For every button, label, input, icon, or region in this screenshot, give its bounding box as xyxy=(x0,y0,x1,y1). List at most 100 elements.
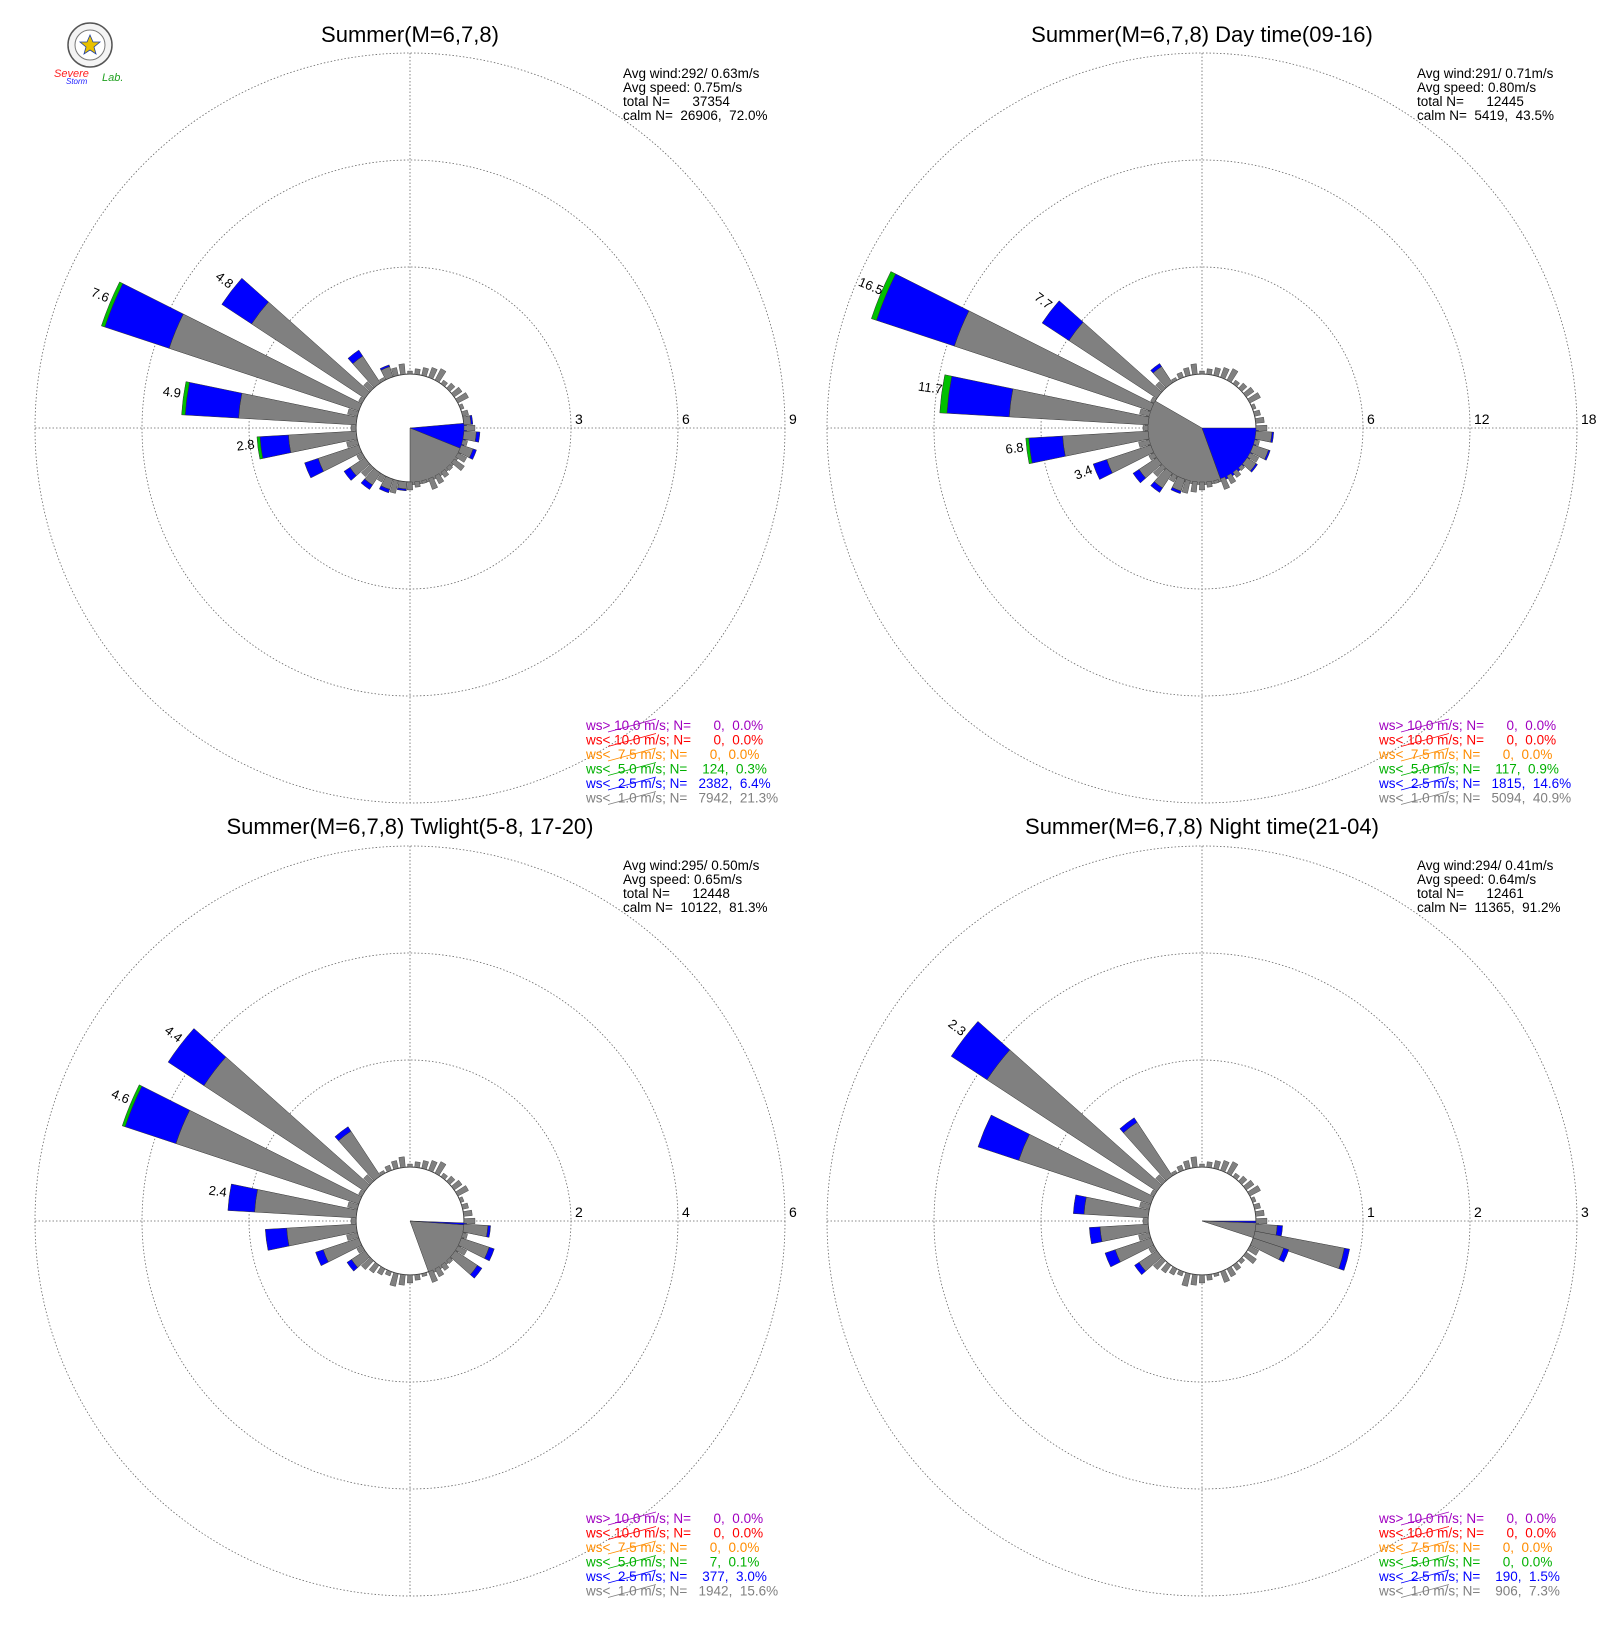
sector-bar-minor xyxy=(446,1257,454,1265)
legend-strike xyxy=(607,1526,657,1540)
sector-value-label: 4.6 xyxy=(109,1086,131,1107)
sector-bar-minor xyxy=(1190,1273,1198,1286)
legend-entry: ws> 10.0 m/s; N= 0, 0.0% xyxy=(1378,718,1556,733)
sector-bar-blue xyxy=(396,487,407,492)
sector-value-label: 7.6 xyxy=(89,284,111,305)
sector-bar-minor xyxy=(1153,1257,1166,1270)
legend-strike xyxy=(607,1511,657,1526)
legend-strike xyxy=(607,1540,657,1555)
sector-bar-minor xyxy=(1176,1164,1184,1173)
legend-entry: ws< 5.0 m/s; N= 117, 0.9% xyxy=(1378,762,1559,777)
sector-bar-blue xyxy=(347,349,364,365)
sector-bar-minor xyxy=(455,392,469,404)
sector-bar-minor xyxy=(384,1164,392,1173)
sector-bar-minor xyxy=(389,1272,399,1287)
sector-bar-blue xyxy=(484,1246,495,1262)
ring-label: 4 xyxy=(682,1204,690,1220)
sector-bar-gray xyxy=(457,1237,490,1259)
sector-bar-blue xyxy=(1132,469,1147,484)
legend-entry: ws< 10.0 m/s; N= 0, 0.0% xyxy=(585,1526,763,1541)
legend-entry: ws< 5.0 m/s; N= 7, 0.1% xyxy=(585,1555,759,1570)
sector-bar-minor xyxy=(398,363,406,376)
grid-ring xyxy=(141,159,679,697)
sector-bar-blue xyxy=(474,431,481,443)
stat-line: total N= 12448 xyxy=(623,886,730,901)
sector-bar-minor xyxy=(451,1179,463,1191)
sector-value-label: 4.9 xyxy=(162,383,182,400)
windrose-panel-night: Summer(M=6,7,8) Night time(21-04) 1 2 3 2.3 A… xyxy=(826,814,1589,1599)
legend-strike xyxy=(607,791,657,805)
sector-bar-minor xyxy=(1243,1179,1255,1191)
sector-bar-green xyxy=(181,381,190,416)
sector-bar-minor xyxy=(1220,476,1230,490)
sector-bar-green xyxy=(939,374,953,414)
sector-bar-minor xyxy=(1199,1274,1205,1284)
sector-bar-minor xyxy=(451,458,465,472)
ring-label: 6 xyxy=(789,1204,797,1220)
sector-bar-minor xyxy=(1220,1160,1230,1173)
sector-bar-minor xyxy=(398,1273,406,1286)
sector-bar-minor xyxy=(461,1202,469,1210)
sector-bar-blue xyxy=(977,1114,1030,1161)
legend-strike xyxy=(1400,791,1450,805)
sector-bar-minor xyxy=(1160,1262,1172,1274)
sector-bar-minor xyxy=(1226,1161,1239,1176)
sector-bar-minor xyxy=(1254,416,1265,424)
legend-entry: ws< 7.5 m/s; N= 0, 0.0% xyxy=(585,747,759,762)
sector-bar-minor xyxy=(1220,367,1230,380)
sector-bar-minor xyxy=(1232,379,1240,387)
ring-label: 3 xyxy=(575,411,583,427)
sector-bar-blue xyxy=(1104,1249,1121,1268)
stat-line: Avg wind:291/ 0.71m/s xyxy=(1417,66,1554,81)
sector-bar-minor xyxy=(1199,481,1205,491)
sector-bar-minor xyxy=(1247,1245,1260,1256)
sector-bar-minor xyxy=(434,473,445,485)
sector-bar-minor xyxy=(428,476,438,490)
legend-strike xyxy=(1400,1569,1450,1584)
sector-bar-minor xyxy=(1139,1201,1151,1210)
sector-bar-minor xyxy=(350,1218,357,1224)
sector-bar-minor xyxy=(1190,363,1198,376)
sector-bar-minor xyxy=(451,386,463,398)
sector-bar-minor xyxy=(446,1175,456,1185)
sector-bar-minor xyxy=(461,1232,468,1239)
sector-bar-minor xyxy=(1171,1170,1178,1176)
legend-strike xyxy=(607,733,657,747)
sector-bar-minor xyxy=(1206,1273,1213,1281)
sector-bar-minor xyxy=(361,464,374,477)
chart-title: Summer(M=6,7,8) Twlight(5-8, 17-20) xyxy=(226,814,593,839)
legend-entry: ws< 5.0 m/s; N= 0, 0.0% xyxy=(1378,1555,1552,1570)
sector-bar-blue xyxy=(1150,363,1162,374)
sector-bar-minor xyxy=(1243,1251,1257,1265)
sector-bar-blue xyxy=(1264,449,1271,461)
sector-bar-blue xyxy=(378,485,391,494)
stat-line: Avg speed: 0.80m/s xyxy=(1417,80,1536,95)
logo-text-lab: Lab. xyxy=(102,72,123,84)
sector-bar-minor xyxy=(356,1245,365,1254)
sector-bar-minor xyxy=(414,1273,421,1281)
sector-bar-blue xyxy=(1092,459,1113,480)
legend-strike xyxy=(607,776,657,791)
logo-star-icon xyxy=(78,33,102,55)
sector-bar-minor xyxy=(463,1217,476,1225)
sector-bar-minor xyxy=(363,1174,374,1185)
sector-bar-minor xyxy=(461,409,469,417)
sector-bar-minor xyxy=(446,464,454,472)
sector-bar-minor xyxy=(1238,382,1248,392)
sector-bar-minor xyxy=(1238,1175,1248,1185)
sector-bar-minor xyxy=(1213,1272,1220,1277)
legend-entry: ws< 1.0 m/s; N= 1942, 15.6% xyxy=(585,1584,778,1599)
stat-line: Avg speed: 0.65m/s xyxy=(623,872,742,887)
sector-bar-minor xyxy=(446,382,456,392)
sector-bar-minor xyxy=(1199,1163,1205,1168)
legend-entry: ws< 1.0 m/s; N= 5094, 40.9% xyxy=(1378,791,1571,806)
sector-bar-gray xyxy=(397,480,408,490)
legend-strike xyxy=(1400,776,1450,791)
sector-bar-minor xyxy=(1148,452,1157,461)
chart-title: Summer(M=6,7,8) Day time(09-16) xyxy=(1031,22,1373,47)
sector-bar-minor xyxy=(385,1269,392,1277)
sector-value-label: 4.4 xyxy=(162,1022,185,1045)
sector-bar-minor xyxy=(1150,396,1157,404)
legend-entry: ws< 2.5 m/s; N= 377, 3.0% xyxy=(585,1569,767,1584)
sector-bar-minor xyxy=(1148,1245,1157,1254)
